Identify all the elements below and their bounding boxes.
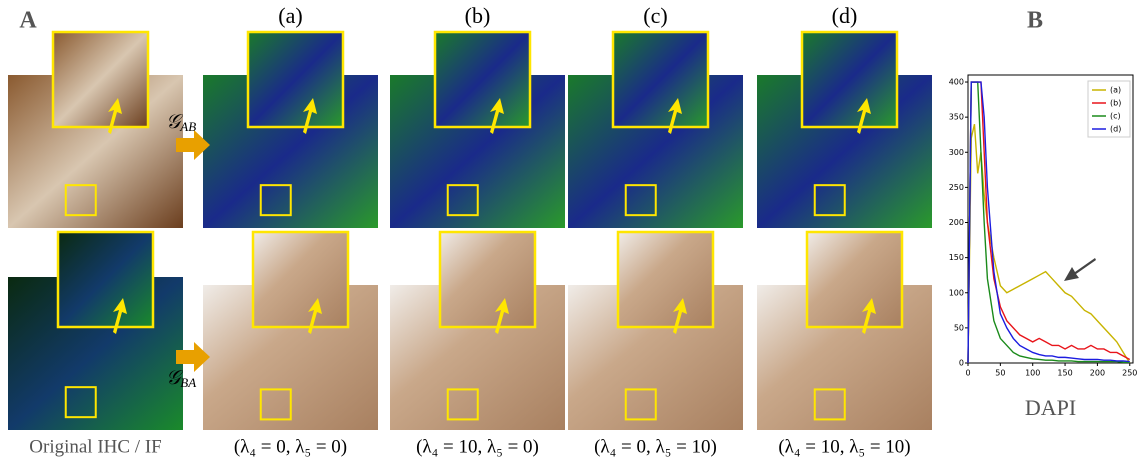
inset — [440, 232, 535, 327]
x-tick-label: 50 — [995, 369, 1005, 378]
legend-label: (c) — [1110, 112, 1121, 121]
column-label: (a) — [278, 3, 302, 28]
y-tick-label: 200 — [949, 218, 964, 227]
caption: (λ₄ = 10, λ₅ = 10) — [778, 436, 910, 457]
x-tick-label: 250 — [1122, 369, 1137, 378]
chart: 0 50 100 150 200 250 300 350 400 0 50 100 150 200 250 D… — [949, 75, 1138, 420]
legend-label: (a) — [1110, 86, 1121, 95]
x-tick-label: 100 — [1025, 369, 1040, 378]
y-tick-label: 100 — [949, 288, 964, 297]
y-tick-label: 50 — [954, 323, 964, 332]
inset — [807, 232, 902, 327]
column-label: (d) — [832, 3, 858, 28]
inset — [58, 232, 153, 327]
subscript: BA — [180, 375, 196, 390]
inset — [613, 32, 708, 127]
x-tick-label: 150 — [1057, 369, 1072, 378]
figure: A B Original IHC / IF (λ₄ = 0, λ₅ = 0) (a)… — [0, 0, 1143, 461]
x-tick-label: 200 — [1090, 369, 1105, 378]
y-tick-label: 150 — [949, 253, 964, 262]
caption: (λ₄ = 10, λ₅ = 0) — [416, 436, 539, 457]
legend-label: (b) — [1110, 99, 1121, 108]
y-tick-label: 250 — [949, 183, 964, 192]
inset — [53, 32, 148, 127]
caption: Original IHC / IF — [29, 436, 161, 457]
x-axis-label: DAPI — [1025, 395, 1076, 420]
legend-label: (d) — [1110, 125, 1121, 134]
y-tick-label: 400 — [949, 78, 964, 87]
inset — [802, 32, 897, 127]
y-tick-label: 0 — [959, 359, 964, 368]
caption: (λ₄ = 0, λ₅ = 10) — [594, 436, 717, 457]
subscript: AB — [179, 119, 196, 134]
inset — [618, 232, 713, 327]
panel-label: A — [19, 8, 37, 34]
x-tick-label: 0 — [965, 369, 970, 378]
y-tick-label: 350 — [949, 113, 964, 122]
y-tick-label: 300 — [949, 148, 964, 157]
inset — [253, 232, 348, 327]
column-label: (c) — [643, 3, 667, 28]
column-label: (b) — [465, 3, 491, 28]
inset — [435, 32, 530, 127]
image-grid: Original IHC / IF (λ₄ = 0, λ₅ = 0) (a) (λ₄ … — [8, 3, 932, 457]
panel-label: B — [1027, 8, 1043, 34]
caption: (λ₄ = 0, λ₅ = 0) — [234, 436, 347, 457]
inset — [248, 32, 343, 127]
